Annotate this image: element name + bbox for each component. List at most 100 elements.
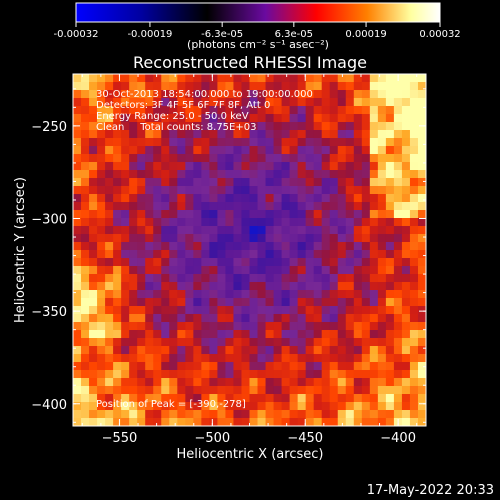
heatmap-cell — [153, 242, 162, 251]
heatmap-cell — [217, 314, 226, 323]
heatmap-cell — [177, 226, 186, 235]
heatmap-cell — [137, 162, 146, 171]
heatmap-cell — [297, 226, 307, 235]
heatmap-cell — [257, 370, 267, 379]
heatmap-cell — [385, 74, 395, 83]
colorbar-tick-label: -0.00019 — [127, 29, 172, 40]
heatmap-cell — [169, 306, 178, 315]
colorbar-tick-label: 0.00032 — [419, 29, 460, 40]
heatmap-cell — [121, 298, 130, 307]
heatmap-cell — [329, 146, 339, 155]
heatmap-cell — [369, 122, 379, 131]
heatmap-cell — [137, 330, 146, 339]
heatmap-cell — [193, 178, 202, 187]
heatmap-cell — [249, 130, 259, 139]
heatmap-cell — [329, 362, 339, 371]
heatmap-cell — [137, 346, 146, 355]
heatmap-cell — [249, 402, 259, 411]
heatmap-cell — [313, 346, 323, 355]
heatmap-cell — [409, 82, 419, 91]
heatmap-cell — [145, 322, 154, 331]
heatmap-cell — [97, 178, 106, 187]
heatmap-cell — [345, 362, 355, 371]
heatmap-cell — [121, 138, 130, 147]
heatmap-cell — [265, 418, 275, 427]
heatmap-cell — [81, 290, 90, 299]
heatmap-cell — [185, 98, 194, 107]
heatmap-cell — [369, 322, 379, 331]
heatmap-cell — [297, 106, 307, 115]
heatmap-cell — [281, 250, 291, 259]
heatmap-cell — [105, 90, 114, 99]
heatmap-cell — [257, 202, 267, 211]
heatmap-cell — [289, 322, 299, 331]
heatmap-cell — [329, 98, 339, 107]
heatmap-cell — [81, 82, 90, 91]
heatmap-cell — [145, 298, 154, 307]
heatmap-cell — [417, 226, 427, 235]
heatmap-cell — [305, 210, 315, 219]
heatmap-cell — [329, 274, 339, 283]
heatmap-cell — [329, 410, 339, 419]
heatmap-cell — [193, 282, 202, 291]
heatmap-cell — [153, 90, 162, 99]
heatmap-cell — [153, 330, 162, 339]
heatmap-cell — [377, 162, 387, 171]
heatmap-cell — [137, 386, 146, 395]
heatmap-cell — [369, 250, 379, 259]
heatmap-cell — [169, 314, 178, 323]
heatmap-cell — [217, 258, 226, 267]
heatmap-cell — [105, 322, 114, 331]
heatmap-cell — [209, 418, 218, 427]
heatmap-cell — [417, 298, 427, 307]
heatmap-cell — [145, 418, 154, 427]
heatmap-cell — [289, 346, 299, 355]
heatmap-cell — [329, 418, 339, 427]
heatmap-cell — [417, 322, 427, 331]
heatmap-cell — [305, 354, 315, 363]
heatmap-cell — [345, 242, 355, 251]
heatmap-cell — [393, 130, 403, 139]
heatmap-cell — [361, 330, 371, 339]
heatmap-cell — [209, 114, 218, 123]
heatmap-cell — [97, 194, 106, 203]
heatmap-cell — [73, 178, 82, 187]
heatmap-cell — [353, 226, 363, 235]
heatmap-cell — [225, 114, 234, 123]
heatmap-cell — [161, 370, 170, 379]
heatmap-cell — [361, 82, 371, 91]
heatmap-cell — [369, 370, 379, 379]
heatmap-cell — [153, 202, 162, 211]
heatmap-cell — [249, 90, 259, 99]
heatmap-cell — [113, 370, 122, 379]
heatmap-cell — [105, 210, 114, 219]
heatmap-cell — [209, 98, 218, 107]
heatmap-cell — [273, 370, 283, 379]
heatmap-cell — [105, 114, 114, 123]
heatmap-cell — [297, 386, 307, 395]
heatmap-cell — [89, 322, 98, 331]
heatmap-cell — [129, 410, 138, 419]
heatmap-cell — [129, 138, 138, 147]
heatmap-cell — [329, 402, 339, 411]
heatmap-cell — [361, 170, 371, 179]
heatmap-cell — [289, 82, 299, 91]
heatmap-cell — [353, 170, 363, 179]
heatmap-cell — [225, 386, 234, 395]
heatmap-cell — [393, 378, 403, 387]
heatmap-cell — [337, 330, 347, 339]
heatmap-cell — [121, 322, 130, 331]
heatmap-cell — [345, 250, 355, 259]
heatmap-cell — [81, 202, 90, 211]
heatmap-cell — [313, 410, 323, 419]
heatmap-cell — [313, 218, 323, 227]
heatmap-cell — [305, 218, 315, 227]
heatmap-cell — [321, 186, 331, 195]
heatmap-cell — [113, 250, 122, 259]
heatmap-cell — [73, 258, 82, 267]
heatmap-cell — [145, 274, 154, 283]
heatmap-cell — [233, 266, 242, 275]
heatmap-cell — [129, 402, 138, 411]
heatmap-cell — [417, 410, 427, 419]
heatmap-cell — [401, 202, 411, 211]
